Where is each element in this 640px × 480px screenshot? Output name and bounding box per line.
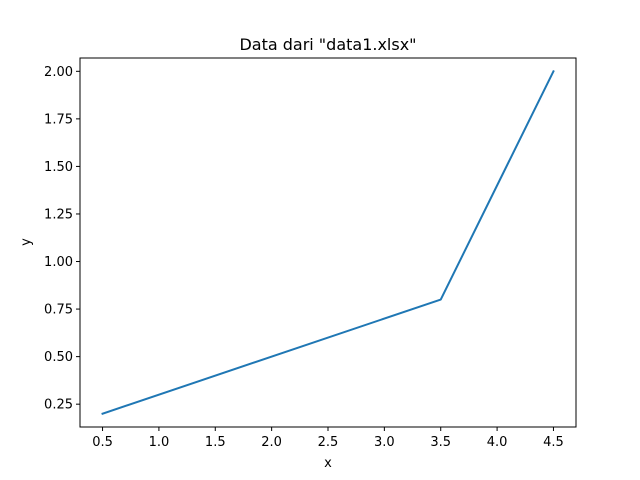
- y-tick-label: 0.25: [44, 398, 73, 413]
- y-tick-label: 1.25: [44, 207, 73, 222]
- x-axis: 0.5 1.0 1.5 2.0 2.5 3.0 3.5 4.0 4.5: [92, 427, 564, 450]
- x-tick-label: 1.5: [205, 435, 226, 450]
- x-tick-label: 3.0: [374, 435, 395, 450]
- plot-area: 0.5 1.0 1.5 2.0 2.5 3.0 3.5 4.0 4.5 0.25 0.50 0.75…: [44, 57, 577, 450]
- series-layer: [101, 69, 555, 415]
- x-tick-label: 0.5: [92, 435, 113, 450]
- chart-title: Data dari "data1.xlsx": [239, 35, 416, 54]
- y-tick-label: 0.75: [44, 303, 73, 318]
- y-axis: 0.25 0.50 0.75 1.00 1.25 1.50 1.75 2.00: [44, 65, 80, 413]
- x-tick-label: 2.5: [318, 435, 339, 450]
- x-axis-label: x: [324, 456, 332, 471]
- x-tick-label: 1.0: [149, 435, 170, 450]
- x-tick-label: 4.5: [543, 435, 564, 450]
- x-tick-label: 2.0: [261, 435, 282, 450]
- y-axis-label: y: [19, 238, 34, 246]
- y-tick-label: 1.75: [44, 112, 73, 127]
- y-tick-label: 1.00: [44, 255, 73, 270]
- y-tick-label: 1.50: [44, 160, 73, 175]
- series-line: [101, 69, 555, 415]
- plot-frame: [79, 57, 577, 428]
- x-tick-label: 4.0: [487, 435, 508, 450]
- x-tick-label: 3.5: [430, 435, 451, 450]
- y-tick-label: 2.00: [44, 65, 73, 80]
- y-tick-label: 0.50: [44, 350, 73, 365]
